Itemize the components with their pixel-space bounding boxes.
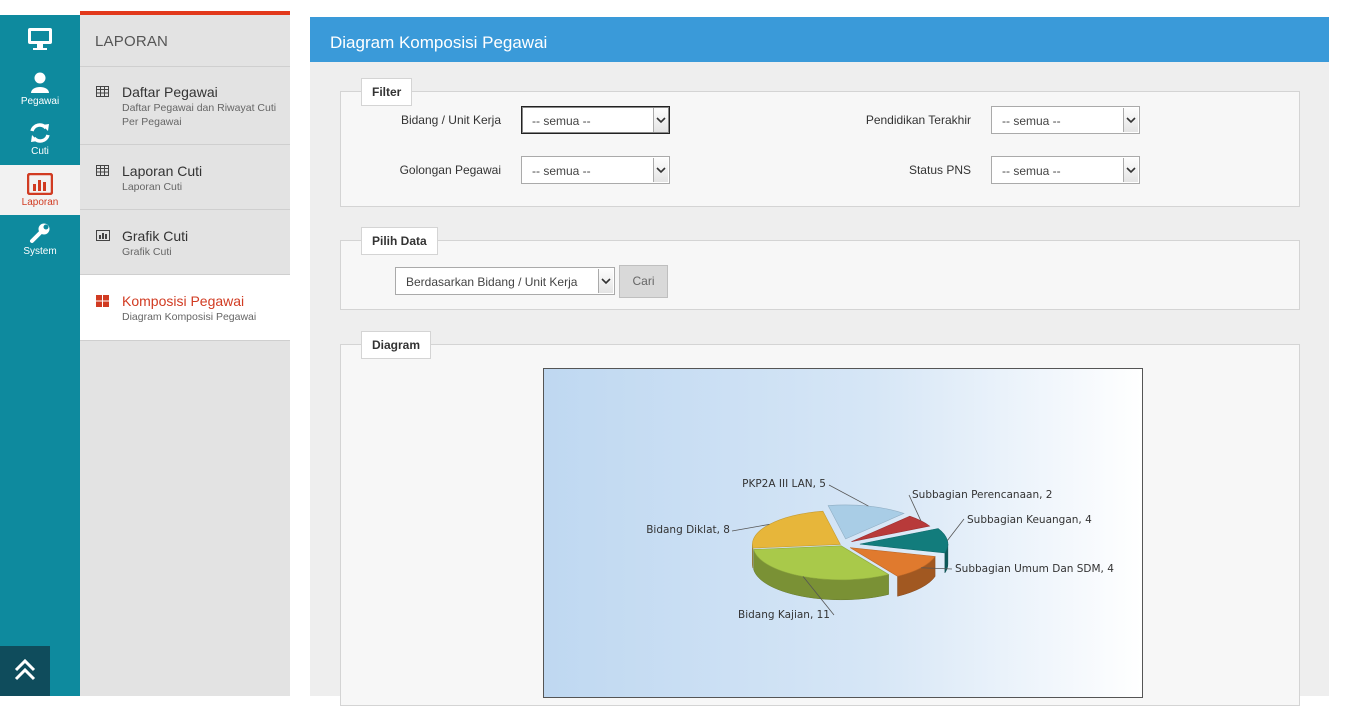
pie-slice[interactable] bbox=[827, 504, 905, 540]
nav-label-laporan: Laporan bbox=[21, 197, 59, 208]
filter-panel: Filter Bidang / Unit Kerja -- semua -- P… bbox=[340, 78, 1300, 207]
pie-slice[interactable] bbox=[849, 547, 936, 577]
bidang-select-value: -- semua -- bbox=[532, 114, 591, 128]
sidebar-header: LAPORAN bbox=[80, 15, 290, 67]
scroll-top-button[interactable] bbox=[0, 646, 50, 696]
pie-leader-line bbox=[828, 484, 869, 507]
cari-button[interactable]: Cari bbox=[619, 265, 668, 298]
pendidikan-label: Pendidikan Terakhir bbox=[865, 113, 971, 127]
table-icon bbox=[96, 86, 109, 97]
pie-leader-line bbox=[731, 523, 770, 532]
diagram-legend: Diagram bbox=[361, 331, 432, 359]
pie-data-label: Subbagian Perencanaan, 2 bbox=[912, 489, 1052, 501]
sidebar-item-title: Grafik Cuti bbox=[122, 228, 189, 244]
nav-label-system: System bbox=[23, 246, 57, 257]
content-header: Diagram Komposisi Pegawai bbox=[310, 17, 1329, 62]
golongan-label: Golongan Pegawai bbox=[399, 163, 501, 177]
nav-item-laporan[interactable]: Laporan bbox=[0, 165, 80, 215]
chevron-down-icon bbox=[653, 158, 668, 182]
table-icon bbox=[96, 165, 109, 176]
nav-item-cuti[interactable]: Cuti bbox=[0, 120, 80, 165]
sidebar-item-subtitle: Daftar Pegawai dan Riwayat Cuti Per Pega… bbox=[122, 102, 277, 128]
pie-data-label: Subbagian Keuangan, 4 bbox=[967, 514, 1092, 526]
golongan-select-value: -- semua -- bbox=[532, 164, 591, 178]
page-title: Diagram Komposisi Pegawai bbox=[330, 33, 548, 52]
user-icon bbox=[31, 72, 49, 93]
monitor-icon bbox=[28, 28, 52, 50]
data-source-select[interactable]: Berdasarkan Bidang / Unit Kerja bbox=[395, 267, 615, 295]
main-nav-rail: Pegawai Cuti Laporan System bbox=[0, 15, 80, 696]
sidebar-item-daftar-pegawai[interactable]: Daftar Pegawai Daftar Pegawai dan Riwaya… bbox=[80, 67, 290, 145]
wrench-icon bbox=[30, 223, 50, 243]
chevron-down-icon bbox=[1123, 158, 1138, 182]
sidebar-item-laporan-cuti[interactable]: Laporan Cuti Laporan Cuti bbox=[80, 145, 290, 210]
report-sidebar: LAPORAN Daftar Pegawai Daftar Pegawai da… bbox=[80, 15, 290, 696]
pie-chart: PKP2A III LAN, 5 Subbagian Perencanaan, 2… bbox=[543, 368, 1143, 698]
pie-data-label: Bidang Kajian, 11 bbox=[738, 609, 830, 621]
sidebar-item-title: Daftar Pegawai bbox=[122, 84, 218, 100]
pilih-data-panel: Pilih Data Berdasarkan Bidang / Unit Ker… bbox=[340, 227, 1300, 310]
sidebar-item-subtitle: Diagram Komposisi Pegawai bbox=[122, 311, 257, 323]
pie-data-label: Subbagian Umum Dan SDM, 4 bbox=[955, 563, 1114, 575]
pie-chart-svg: PKP2A III LAN, 5 Subbagian Perencanaan, 2… bbox=[646, 478, 1114, 621]
sidebar-title: LAPORAN bbox=[95, 33, 169, 50]
main-content: Diagram Komposisi Pegawai Filter Bidang … bbox=[310, 17, 1329, 706]
nav-item-dashboard[interactable] bbox=[0, 15, 80, 65]
pie-data-label: Bidang Diklat, 8 bbox=[646, 524, 730, 536]
bidang-label: Bidang / Unit Kerja bbox=[400, 113, 501, 127]
sidebar-item-komposisi-pegawai[interactable]: Komposisi Pegawai Diagram Komposisi Pega… bbox=[80, 275, 290, 341]
sidebar-item-subtitle: Grafik Cuti bbox=[122, 246, 172, 258]
pie-slice[interactable] bbox=[859, 528, 949, 554]
bidang-select[interactable]: -- semua -- bbox=[521, 106, 670, 134]
double-chevron-up-icon bbox=[14, 658, 36, 681]
pie-leader-line bbox=[908, 494, 922, 521]
status-pns-select[interactable]: -- semua -- bbox=[991, 156, 1140, 184]
pie-data-label: PKP2A III LAN, 5 bbox=[742, 478, 826, 490]
pie-slice[interactable] bbox=[752, 510, 841, 549]
pie-slice[interactable] bbox=[753, 545, 890, 581]
pie-leader-line bbox=[947, 518, 965, 541]
pendidikan-select-value: -- semua -- bbox=[1002, 114, 1061, 128]
pie-leader-line bbox=[921, 567, 953, 570]
golongan-select[interactable]: -- semua -- bbox=[521, 156, 670, 184]
refresh-icon bbox=[30, 123, 50, 143]
grid-icon bbox=[96, 295, 109, 307]
status-pns-select-value: -- semua -- bbox=[1002, 164, 1061, 178]
sidebar-item-title: Komposisi Pegawai bbox=[122, 293, 245, 309]
nav-label-pegawai: Pegawai bbox=[20, 96, 60, 107]
nav-item-system[interactable]: System bbox=[0, 220, 80, 265]
pendidikan-select[interactable]: -- semua -- bbox=[991, 106, 1140, 134]
sidebar-item-subtitle: Laporan Cuti bbox=[122, 181, 183, 193]
pie-leader-line bbox=[802, 576, 835, 616]
nav-item-pegawai[interactable]: Pegawai bbox=[0, 70, 80, 115]
pilih-data-legend: Pilih Data bbox=[361, 227, 438, 255]
bar-chart-icon bbox=[96, 230, 110, 241]
data-source-select-value: Berdasarkan Bidang / Unit Kerja bbox=[406, 275, 578, 289]
chevron-down-icon bbox=[1123, 108, 1138, 132]
filter-legend: Filter bbox=[361, 78, 413, 106]
sidebar-item-title: Laporan Cuti bbox=[122, 163, 203, 179]
chevron-down-icon bbox=[598, 269, 613, 293]
top-accent-stripe bbox=[80, 11, 290, 15]
bar-chart-icon bbox=[27, 173, 53, 195]
chevron-down-icon bbox=[653, 108, 668, 132]
nav-label-cuti: Cuti bbox=[31, 146, 49, 157]
sidebar-item-grafik-cuti[interactable]: Grafik Cuti Grafik Cuti bbox=[80, 210, 290, 275]
status-pns-label: Status PNS bbox=[908, 163, 971, 177]
